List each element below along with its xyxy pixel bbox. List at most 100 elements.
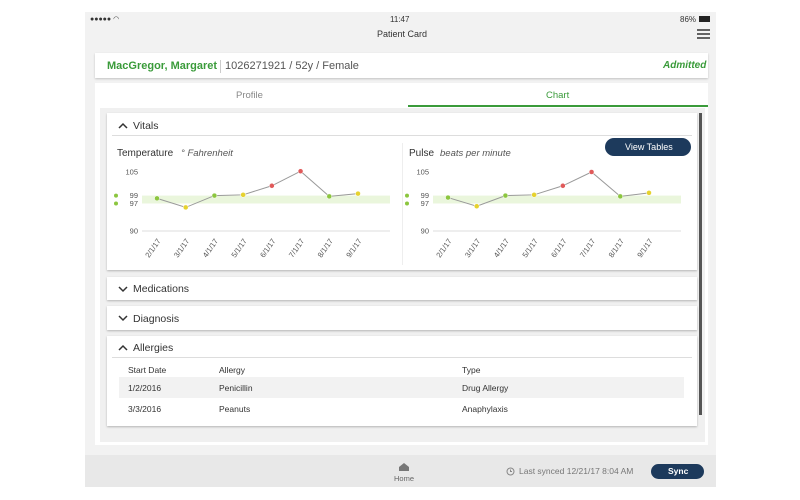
battery-icon <box>699 16 710 22</box>
x-tick-label: 7/1/17 <box>287 237 306 259</box>
normal-indicator <box>405 201 409 206</box>
x-tick-label: 8/1/17 <box>607 237 626 259</box>
point <box>617 193 624 200</box>
line <box>156 170 359 208</box>
vitals-card: Vitals View Tables <box>107 113 697 270</box>
section-title[interactable]: Medications <box>133 283 190 295</box>
point <box>297 168 304 174</box>
tab-active[interactable]: Chart <box>546 90 570 101</box>
y-tick-label: 97 <box>421 199 429 208</box>
collapse-icon[interactable] <box>118 344 128 351</box>
patient-details: 1026271921 / 52y / Female <box>225 60 359 72</box>
x-tick-label: 8/1/17 <box>316 237 335 259</box>
y-tick-label: 99 <box>130 191 138 200</box>
view-tables-label[interactable]: View Tables <box>625 142 673 152</box>
home-label[interactable]: Home <box>394 474 415 483</box>
expand-icon[interactable] <box>118 286 128 293</box>
y-tick-label: 90 <box>130 227 138 236</box>
table-header: Type <box>462 365 481 375</box>
point <box>646 190 652 196</box>
y-tick-label: 97 <box>130 199 138 208</box>
tab-underline <box>408 105 708 107</box>
x-tick-label: 3/1/17 <box>172 237 191 259</box>
x-tick-label: 4/1/17 <box>492 237 511 259</box>
clock-icon <box>506 467 515 476</box>
x-tick-label: 6/1/17 <box>549 237 568 259</box>
point <box>560 183 566 189</box>
y-tick-label: 105 <box>125 168 138 177</box>
view-tables-button[interactable] <box>605 138 691 156</box>
x-tick-label: 5/1/17 <box>520 237 539 259</box>
header-title: Patient Card <box>377 29 428 39</box>
home-icon[interactable] <box>398 462 410 472</box>
normal-band <box>433 195 681 204</box>
point <box>154 195 160 202</box>
x-tick-label: 4/1/17 <box>201 237 220 259</box>
diagnosis-card[interactable]: Diagnosis <box>107 306 697 330</box>
patient-bar <box>95 53 708 78</box>
table-cell: Penicillin <box>219 383 253 393</box>
x-tick-label: 2/1/17 <box>143 237 162 259</box>
sync-button[interactable] <box>651 464 704 479</box>
table-row-bg <box>119 377 684 398</box>
scrollbar <box>699 113 702 415</box>
point <box>211 192 218 199</box>
point <box>473 203 480 209</box>
table-cell: 1/2/2016 <box>128 383 162 393</box>
patient-name: MacGregor, Margaret <box>107 60 218 72</box>
x-tick-label: 7/1/17 <box>578 237 597 259</box>
collapse-icon[interactable] <box>118 122 128 129</box>
point <box>355 190 361 197</box>
line <box>447 171 650 207</box>
table-cell: 3/3/2016 <box>128 404 162 414</box>
x-tick-label: 3/1/17 <box>463 237 482 259</box>
last-synced: Last synced 12/21/17 8:04 AM <box>519 466 634 476</box>
table-header: Start Date <box>128 365 167 375</box>
allergies-card: Allergies Start Date Allergy Type 1/2/20… <box>107 336 697 426</box>
divider <box>402 143 403 265</box>
divider <box>112 135 692 136</box>
chart-unit: ° Fahrenheit <box>181 148 233 159</box>
section-title[interactable]: Diagnosis <box>133 313 180 325</box>
menu-button[interactable] <box>697 29 711 40</box>
point <box>445 194 451 201</box>
table-cell: Drug Allergy <box>462 383 509 393</box>
point <box>240 192 246 198</box>
x-tick-label: 2/1/17 <box>434 237 453 259</box>
table-cell: Anaphylaxis <box>462 404 508 414</box>
point <box>502 192 509 199</box>
x-tick-label: 6/1/17 <box>258 237 277 259</box>
y-tick-label: 90 <box>421 227 429 236</box>
y-tick-label: 105 <box>416 168 429 177</box>
y-tick-label: 99 <box>421 191 429 200</box>
section-title[interactable]: Vitals <box>133 120 159 132</box>
point <box>326 193 333 200</box>
normal-indicator <box>114 193 118 198</box>
normal-band <box>142 195 390 204</box>
x-tick-label: 9/1/17 <box>635 237 654 259</box>
chart-title: Temperature <box>117 148 174 159</box>
medications-card[interactable]: Medications <box>107 277 697 300</box>
expand-icon[interactable] <box>118 315 128 322</box>
point <box>588 169 595 175</box>
divider <box>112 357 692 358</box>
divider <box>220 60 221 73</box>
normal-indicator <box>114 201 118 206</box>
chart-title: Pulse <box>409 148 435 159</box>
signal: ●●●●● ◠ <box>90 16 120 23</box>
sync-label[interactable]: Sync <box>668 466 689 476</box>
chart-unit: beats per minute <box>440 148 511 159</box>
point <box>531 192 537 198</box>
section-title[interactable]: Allergies <box>133 342 174 354</box>
table-header: Allergy <box>219 365 245 375</box>
point <box>182 204 189 211</box>
time: 11:47 <box>390 15 410 24</box>
tab[interactable]: Profile <box>236 90 263 101</box>
x-tick-label: 5/1/17 <box>229 237 248 259</box>
patient-status: Admitted <box>663 60 707 71</box>
point <box>269 183 275 189</box>
table-cell: Peanuts <box>219 404 251 414</box>
